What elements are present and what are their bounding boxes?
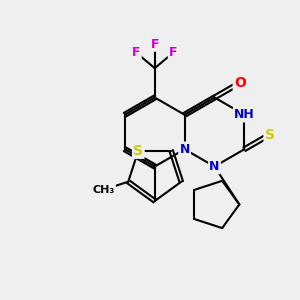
Text: F: F	[132, 46, 140, 59]
Text: S: S	[265, 128, 275, 142]
Text: N: N	[209, 160, 220, 173]
Text: NH: NH	[234, 108, 255, 121]
Text: F: F	[151, 38, 159, 50]
Text: F: F	[169, 46, 178, 59]
Text: N: N	[179, 143, 190, 156]
Text: CH₃: CH₃	[92, 185, 115, 195]
Text: S: S	[134, 144, 143, 158]
Text: O: O	[234, 76, 246, 90]
